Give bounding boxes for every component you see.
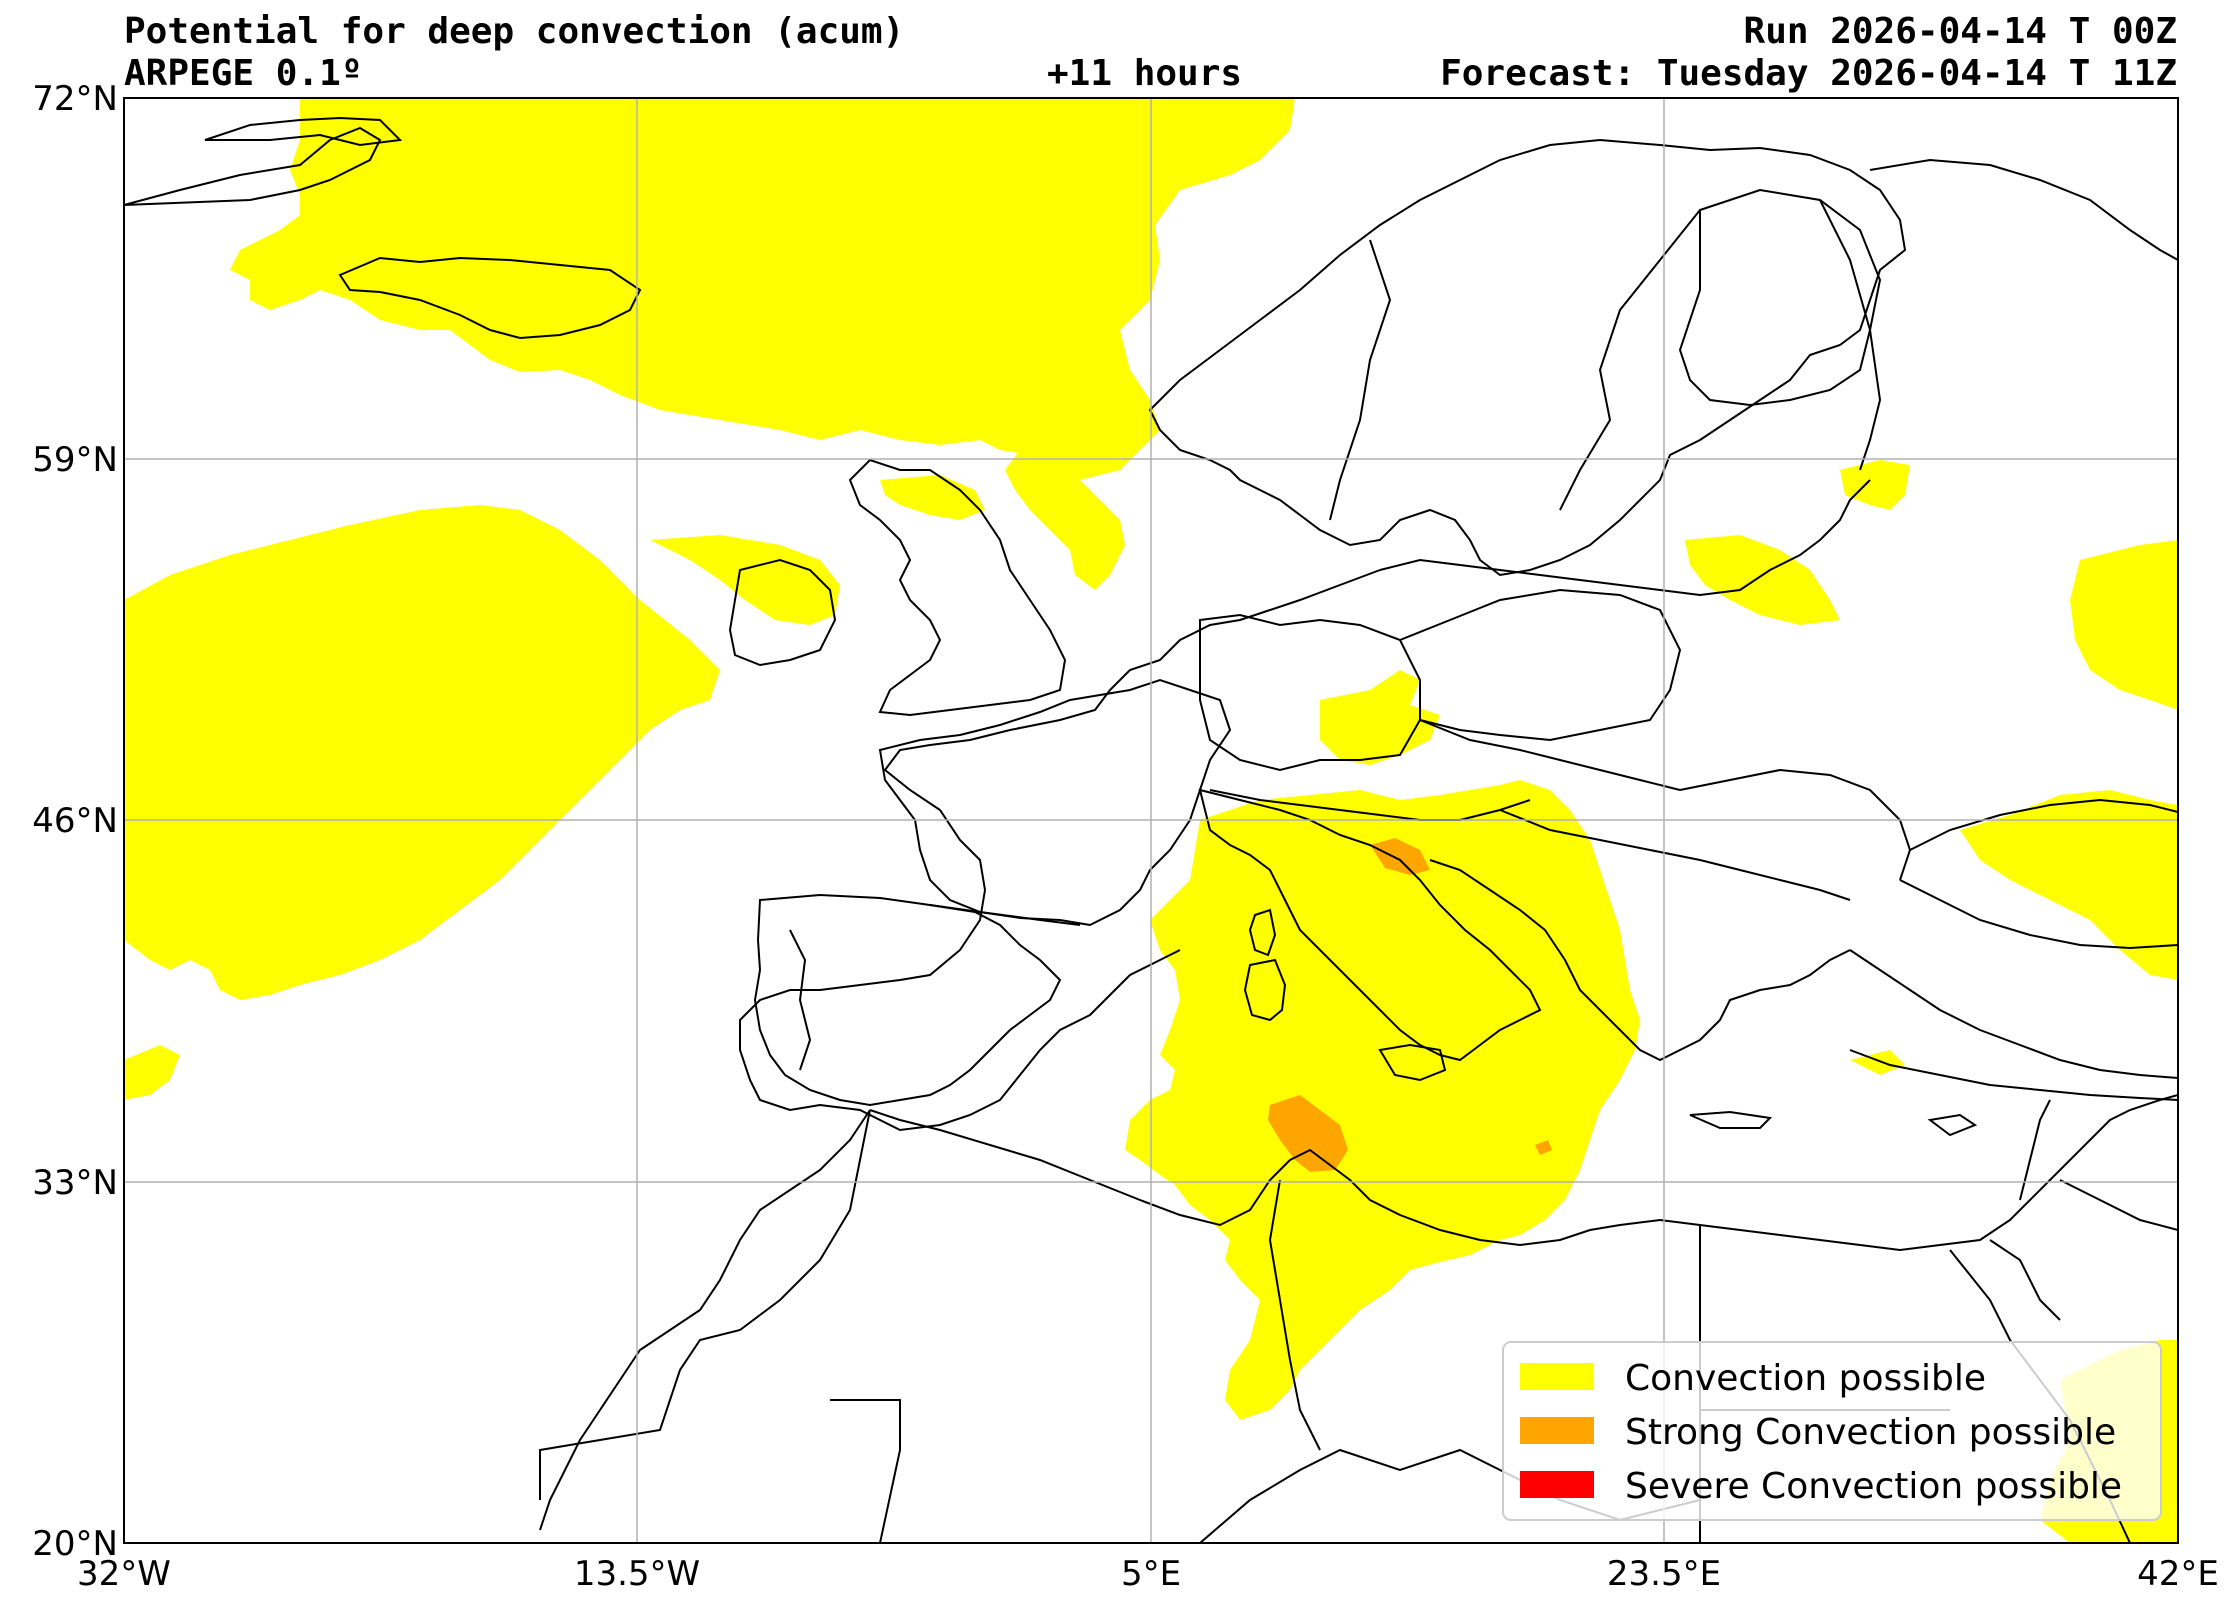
coast-europe-west (739, 569, 1381, 1132)
coastlines (124, 116, 2178, 1543)
convection-area-russia-west (1840, 460, 1910, 510)
coast-levant (2019, 1099, 2178, 1231)
convection-area-norway-coast (1005, 450, 1125, 590)
lat-tick-33: 33°N (32, 1163, 118, 1203)
border-spain-portugal (789, 929, 812, 1071)
border-balkans-inner (1499, 809, 1851, 901)
coast-turkey (1849, 949, 2178, 1079)
convection-area-scotland (880, 475, 985, 520)
border-finland-russia (1819, 199, 1882, 471)
border-poland (1399, 588, 1682, 742)
chart-title: Potential for deep convection (acum) (124, 11, 905, 52)
coast-baltic-south (1379, 479, 1871, 597)
convection-area-black-sea (1960, 790, 2178, 980)
coast-morocco (539, 1109, 871, 1531)
convection-field (124, 98, 2178, 1543)
coast-greenland-north (204, 116, 403, 147)
coast-corsica (1248, 908, 1277, 957)
legend-label-severe: Severe Convection possible (1625, 1466, 2122, 1507)
border-africa (539, 1109, 871, 1500)
convection-area-crete-east (1850, 1050, 1905, 1075)
strong-area-libya-spot (1535, 1140, 1552, 1155)
border-alps (1209, 789, 1531, 821)
lon-tick-labels: 32°W 13.5°W 5°E 23.5°E 42°E (77, 1554, 2219, 1594)
lon-tick-13.5w: 13.5°W (574, 1554, 700, 1594)
convection-area-ukraine-north (2070, 540, 2178, 710)
coast-north-africa (869, 1094, 2178, 1252)
coast-great-britain (848, 458, 1067, 717)
convection-area-baltic (1685, 535, 1840, 625)
convection-area-north-atlantic (230, 98, 1295, 480)
coast-scandinavia (1148, 138, 1907, 577)
convection-area-alps (1320, 670, 1440, 765)
coast-sardinia (1243, 958, 1287, 1022)
forecast-label: Forecast: Tuesday 2026-04-14 T 11Z (1440, 53, 2177, 94)
lon-tick-5e: 5°E (1121, 1554, 1181, 1594)
border-norway-sweden (1329, 239, 1392, 521)
coast-iberia (753, 893, 1062, 1107)
legend-box (1502, 1341, 2162, 1521)
legend-label-strong: Strong Convection possible (1625, 1412, 2116, 1453)
legend-swatch-strong (1520, 1417, 1594, 1444)
strong-area-adriatic (1370, 838, 1430, 875)
run-label: Run 2026-04-14 T 00Z (1743, 11, 2177, 52)
coast-turkey-south (1849, 1049, 2178, 1101)
plot-frame (123, 97, 2179, 1544)
legend-swatch-convection (1520, 1363, 1594, 1390)
coast-black-sea (1899, 798, 2178, 950)
convection-area-mediterranean (1125, 780, 1640, 1420)
lat-tick-72: 72°N (32, 79, 118, 119)
coast-iceland (338, 256, 642, 340)
convection-area-atlantic-band (124, 505, 720, 1000)
legend-label-convection: Convection possible (1625, 1358, 1986, 1399)
coast-ireland (728, 558, 837, 667)
gridlines (124, 98, 2178, 1543)
coast-france (878, 678, 1232, 927)
border-mali (830, 1399, 901, 1543)
legend: Convection possible Strong Convection po… (1502, 1341, 2162, 1521)
lat-tick-46: 46°N (32, 801, 118, 841)
lat-tick-20: 20°N (32, 1524, 118, 1564)
lon-tick-42e: 42°E (2137, 1554, 2219, 1594)
border-algeria-libya (1268, 1179, 1321, 1451)
border-germany (1199, 613, 1421, 772)
coast-finland (1678, 188, 1882, 407)
strong-area-tunisia (1268, 1095, 1348, 1172)
coast-cyprus (1927, 1113, 1978, 1137)
coast-greenland (124, 126, 382, 206)
coast-crete (1689, 1110, 1773, 1129)
model-label: ARPEGE 0.1º (124, 53, 363, 94)
border-sweden-finland (1559, 209, 1701, 511)
lat-tick-labels: 72°N 59°N 46°N 33°N 20°N (32, 79, 118, 1564)
coast-kola (1869, 158, 2178, 261)
legend-swatch-severe (1520, 1471, 1594, 1498)
coast-balkans (1429, 859, 1851, 1062)
border-romania (1679, 768, 1912, 881)
coast-italy (1198, 788, 1542, 1062)
lat-tick-59: 59°N (32, 440, 118, 480)
lon-tick-23.5e: 23.5°E (1607, 1554, 1721, 1594)
strong-convection-field (1268, 838, 1552, 1172)
coast-sicily (1378, 1043, 1447, 1082)
convection-area-atlantic-small (124, 1045, 180, 1100)
convection-area-ireland (650, 535, 840, 625)
lead-time-label: +11 hours (1047, 53, 1243, 94)
border-czech-austria (1419, 719, 1681, 791)
lon-tick-32w: 32°W (77, 1554, 171, 1594)
coast-sinai (1989, 1239, 2061, 1321)
